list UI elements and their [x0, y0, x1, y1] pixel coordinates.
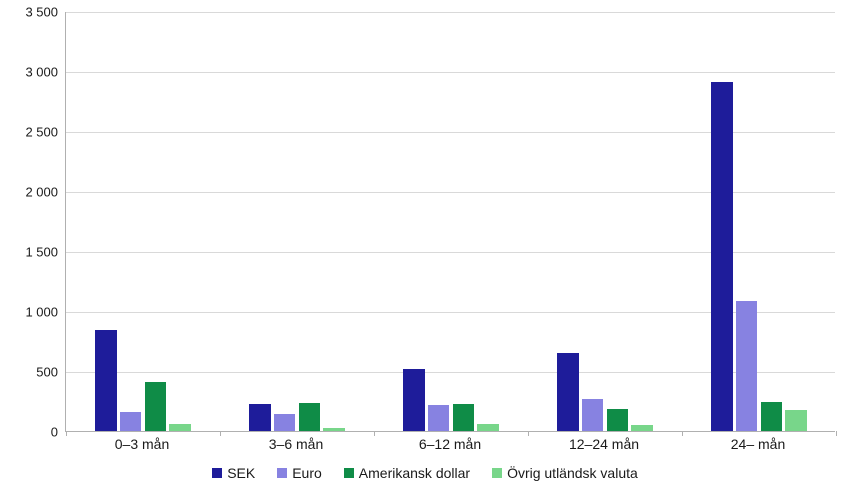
x-tick	[528, 431, 529, 436]
legend-item: Övrig utländsk valuta	[492, 465, 638, 481]
x-axis-category-label: 3–6 mån	[269, 436, 323, 452]
bar	[711, 82, 733, 431]
bar	[607, 409, 629, 431]
legend-label: SEK	[227, 465, 255, 481]
bar	[120, 412, 142, 431]
bar	[274, 414, 296, 431]
bar-chart: SEK Euro Amerikansk dollar Övrig utländsk v…	[0, 0, 850, 500]
x-axis-category-label: 0–3 mån	[115, 436, 169, 452]
gridline	[66, 72, 835, 73]
plot-area	[65, 12, 835, 432]
y-axis-tick-label: 1 500	[3, 245, 58, 260]
x-tick	[374, 431, 375, 436]
y-axis-tick-label: 3 500	[3, 5, 58, 20]
bar	[403, 369, 425, 431]
bar	[323, 428, 345, 431]
bar	[169, 424, 191, 431]
legend-swatch	[277, 468, 287, 478]
legend-item: SEK	[212, 465, 255, 481]
x-tick	[836, 431, 837, 436]
bar	[453, 404, 475, 431]
legend-swatch	[492, 468, 502, 478]
legend-swatch	[344, 468, 354, 478]
x-axis-category-label: 24– mån	[731, 436, 785, 452]
legend: SEK Euro Amerikansk dollar Övrig utländsk v…	[0, 465, 850, 481]
bar	[477, 424, 499, 431]
gridline	[66, 12, 835, 13]
bar	[761, 402, 783, 431]
y-axis-tick-label: 0	[3, 425, 58, 440]
legend-swatch	[212, 468, 222, 478]
bar	[428, 405, 450, 431]
bar	[736, 301, 758, 431]
legend-label: Euro	[292, 465, 322, 481]
y-axis-tick-label: 2 500	[3, 125, 58, 140]
bar	[785, 410, 807, 431]
bar	[145, 382, 167, 431]
y-axis-tick-label: 3 000	[3, 65, 58, 80]
legend-item: Euro	[277, 465, 322, 481]
x-axis-category-label: 12–24 mån	[569, 436, 639, 452]
x-tick	[220, 431, 221, 436]
bar	[249, 404, 271, 431]
bar	[299, 403, 321, 431]
bar	[582, 399, 604, 431]
bar	[95, 330, 117, 431]
legend-label: Övrig utländsk valuta	[507, 465, 638, 481]
x-tick	[682, 431, 683, 436]
bar	[557, 353, 579, 431]
bar	[631, 425, 653, 431]
legend-item: Amerikansk dollar	[344, 465, 470, 481]
legend-label: Amerikansk dollar	[359, 465, 470, 481]
y-axis-tick-label: 500	[3, 365, 58, 380]
x-axis-category-label: 6–12 mån	[419, 436, 481, 452]
y-axis-tick-label: 2 000	[3, 185, 58, 200]
y-axis-tick-label: 1 000	[3, 305, 58, 320]
x-tick	[66, 431, 67, 436]
